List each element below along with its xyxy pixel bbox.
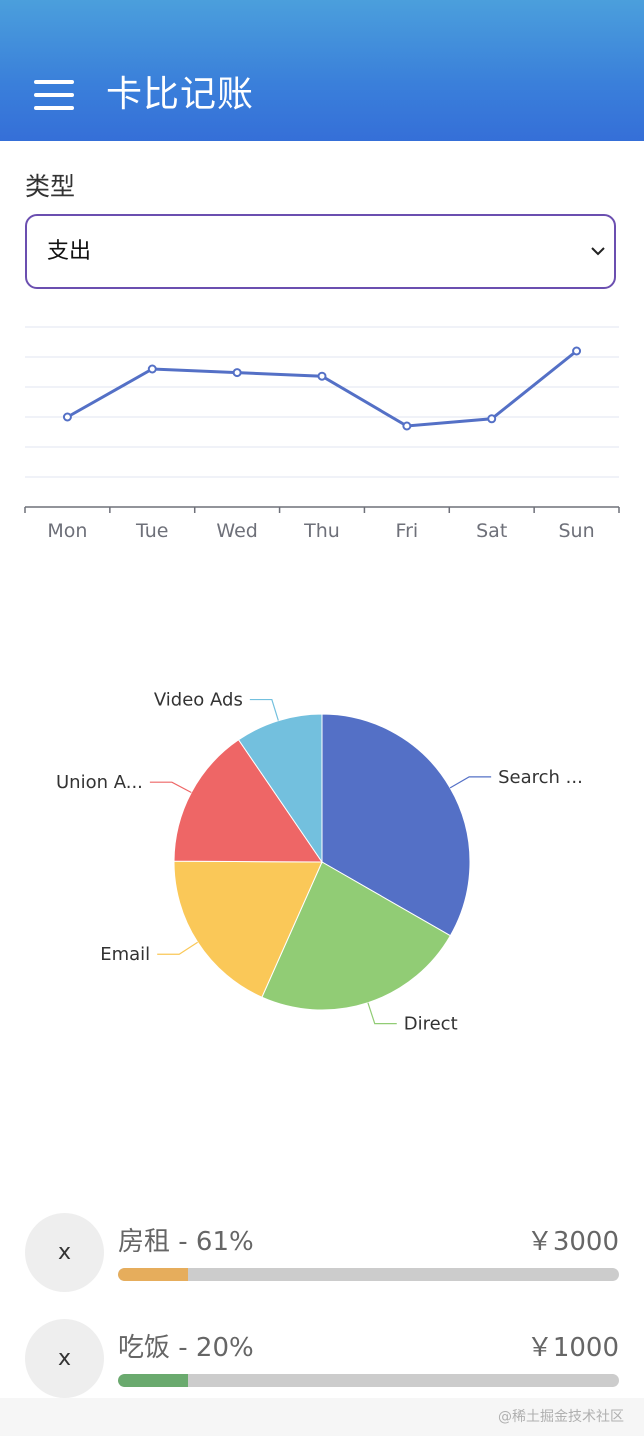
progress-bar bbox=[118, 1374, 619, 1387]
x-tick-label: Sat bbox=[476, 520, 507, 542]
slice-label: Email bbox=[100, 944, 150, 965]
label-leader-line bbox=[449, 776, 492, 789]
delete-button[interactable]: x bbox=[25, 1213, 104, 1292]
label-leader-line bbox=[367, 1002, 397, 1025]
pie-slice bbox=[321, 713, 471, 937]
type-select-value: 支出 bbox=[47, 239, 92, 264]
x-tick-label: Fri bbox=[396, 520, 419, 542]
x-tick-label: Thu bbox=[303, 520, 340, 542]
weekly-line-chart: Mon Tue Wed Thu Fri Sat Sun bbox=[24, 326, 620, 542]
delete-button[interactable]: x bbox=[25, 1319, 104, 1398]
pie-slice bbox=[173, 860, 323, 998]
data-point bbox=[62, 412, 72, 422]
data-point bbox=[317, 371, 327, 381]
item-name: 房租 - 61% bbox=[118, 1227, 254, 1257]
data-point bbox=[572, 346, 582, 356]
type-label: 类型 bbox=[25, 172, 76, 201]
label-leader-line bbox=[149, 781, 192, 794]
slice-label: Video Ads bbox=[154, 690, 243, 711]
x-tick-label: Sun bbox=[558, 520, 594, 542]
item-amount: ￥1000 bbox=[526, 1333, 619, 1363]
series-line bbox=[66, 349, 578, 428]
x-tick-label: Wed bbox=[216, 520, 257, 542]
progress-fill bbox=[118, 1374, 189, 1387]
x-tick-label: Mon bbox=[47, 520, 87, 542]
progress-fill bbox=[118, 1268, 189, 1281]
progress-bar bbox=[118, 1268, 619, 1281]
bottom-bar: @稀土掘金技术社区 bbox=[0, 1398, 644, 1436]
slice-label: Direct bbox=[404, 1014, 458, 1035]
category-pie-chart: Search ... Direct Email Union A... Video Ads bbox=[56, 690, 583, 1035]
type-select[interactable]: 支出 bbox=[25, 214, 616, 289]
label-leader-line bbox=[249, 698, 279, 721]
chevron-down-icon bbox=[590, 242, 606, 261]
budget-item: x 吃饭 - 20% ￥1000 bbox=[25, 1319, 619, 1401]
pie-slice bbox=[173, 739, 323, 863]
data-point bbox=[232, 368, 242, 378]
item-amount: ￥3000 bbox=[526, 1227, 619, 1257]
data-point bbox=[402, 421, 412, 431]
app-title: 卡比记账 bbox=[106, 74, 255, 115]
app-bar: 卡比记账 bbox=[0, 0, 644, 141]
label-leader-line bbox=[157, 941, 199, 955]
menu-icon[interactable] bbox=[34, 80, 74, 110]
x-tick-label: Tue bbox=[135, 520, 168, 542]
slice-label: Union A... bbox=[56, 772, 143, 793]
data-point bbox=[147, 364, 157, 374]
slice-label: Search ... bbox=[498, 767, 583, 788]
pie-slice bbox=[237, 713, 323, 864]
item-name: 吃饭 - 20% bbox=[118, 1333, 254, 1363]
budget-item: x 房租 - 61% ￥3000 bbox=[25, 1213, 619, 1295]
data-point bbox=[487, 414, 497, 424]
watermark: @稀土掘金技术社区 bbox=[498, 1409, 624, 1425]
